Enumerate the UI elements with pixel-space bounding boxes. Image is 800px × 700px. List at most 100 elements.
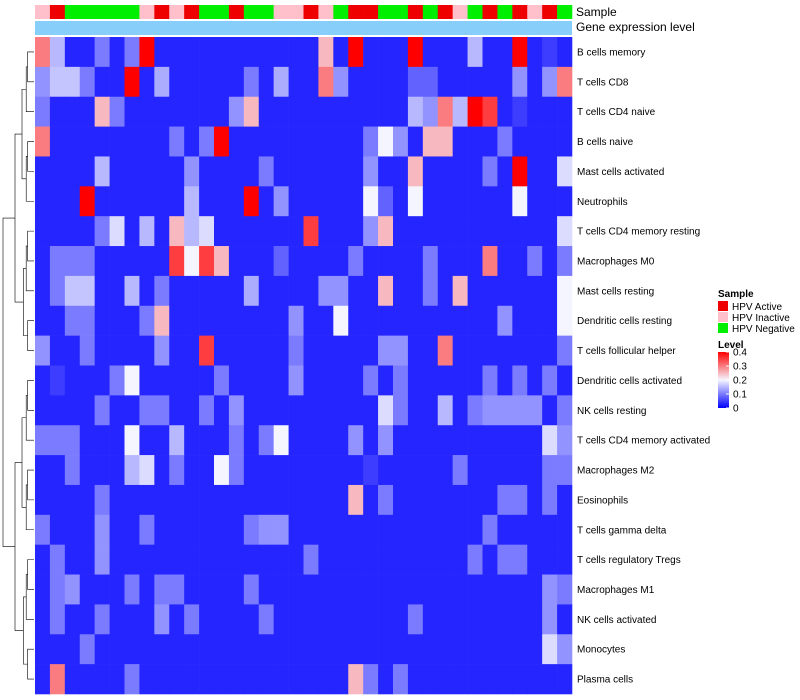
- heatmap-cell: [79, 186, 95, 217]
- heatmap-cell: [467, 126, 483, 157]
- row-label: Neutrophils: [577, 197, 628, 208]
- heatmap-cell: [258, 574, 274, 605]
- heatmap-cell: [79, 275, 95, 307]
- heatmap-cell: [35, 664, 51, 695]
- heatmap-cell: [94, 455, 110, 486]
- heatmap-cell: [512, 305, 528, 336]
- heatmap-cell: [64, 484, 81, 516]
- heatmap-cell: [79, 425, 95, 456]
- heatmap-cell: [497, 634, 513, 665]
- heatmap-cell: [422, 395, 439, 426]
- heatmap-cell: [348, 96, 364, 127]
- heatmap-cell: [109, 604, 125, 635]
- heatmap-cell: [348, 275, 364, 307]
- heatmap-cell: [482, 216, 498, 247]
- heatmap-cell: [214, 305, 230, 336]
- dendrogram-branch: [21, 417, 27, 508]
- heatmap-cell: [273, 96, 289, 127]
- heatmap-cell: [273, 544, 289, 575]
- heatmap-cell: [557, 66, 573, 98]
- heatmap-cell: [288, 484, 304, 516]
- heatmap-cell: [422, 96, 439, 127]
- heatmap-cell: [527, 246, 543, 277]
- dendrogram-branch: [21, 88, 27, 180]
- heatmap-cell: [199, 66, 215, 98]
- heatmap-cell: [79, 365, 95, 396]
- heatmap-cell: [169, 96, 185, 127]
- heatmap-cell: [169, 514, 185, 545]
- heatmap-cell: [124, 455, 140, 486]
- heatmap-cell: [348, 574, 364, 605]
- heatmap-cell: [169, 484, 185, 516]
- heatmap-cell: [497, 484, 513, 516]
- heatmap-cell: [527, 66, 543, 98]
- heatmap-cell: [184, 544, 200, 575]
- heatmap-cell: [288, 156, 304, 187]
- row-label: T cells gamma delta: [577, 525, 667, 536]
- heatmap-cell: [407, 604, 424, 635]
- heatmap-cell: [243, 574, 260, 605]
- heatmap-cell: [407, 96, 424, 127]
- heatmap-cell: [467, 216, 483, 247]
- heatmap-cell: [482, 126, 498, 157]
- heatmap-cell: [497, 455, 513, 486]
- heatmap-cell: [273, 425, 289, 456]
- heatmap-cell: [94, 335, 110, 366]
- heatmap-cell: [154, 305, 170, 336]
- heatmap-cell: [557, 335, 573, 366]
- heatmap-cell: [393, 574, 409, 605]
- dendrogram-branch: [23, 268, 28, 336]
- heatmap-cell: [64, 574, 81, 605]
- heatmap-cell: [348, 335, 364, 366]
- heatmap-cell: [333, 425, 349, 456]
- heatmap-cell: [243, 37, 260, 68]
- heatmap-cell: [139, 365, 155, 396]
- heatmap-cell: [497, 246, 513, 277]
- sample-annotation-cell: [557, 5, 573, 19]
- heatmap-cell: [64, 156, 81, 187]
- heatmap-cell: [124, 574, 140, 605]
- heatmap-cell: [318, 216, 334, 247]
- heatmap-cell: [557, 664, 573, 695]
- heatmap-cell: [348, 156, 364, 187]
- heatmap-cell: [542, 96, 558, 127]
- heatmap-cell: [318, 604, 334, 635]
- heatmap-cell: [363, 365, 379, 396]
- heatmap-cell: [348, 216, 364, 247]
- heatmap-cell: [557, 604, 573, 635]
- heatmap-cell: [288, 66, 304, 98]
- sample-annotation-cell: [378, 5, 394, 19]
- heatmap-cell: [228, 66, 245, 98]
- heatmap-cell: [273, 246, 289, 277]
- heatmap-cell: [318, 425, 334, 456]
- heatmap-cell: [35, 425, 51, 456]
- sample-annotation-cell: [169, 5, 185, 19]
- heatmap-cell: [497, 156, 513, 187]
- heatmap-cell: [124, 514, 140, 545]
- heatmap-cell: [94, 544, 110, 575]
- heatmap-cell: [437, 455, 453, 486]
- heatmap-cell: [497, 395, 513, 426]
- sample-annotation-cell: [79, 5, 95, 19]
- heatmap-cell: [363, 216, 379, 247]
- heatmap-cell: [527, 335, 543, 366]
- heatmap-cell: [124, 186, 140, 217]
- heatmap-cell: [214, 455, 230, 486]
- level-legend-title: Level: [718, 340, 744, 351]
- sample-annotation-cell: [154, 5, 170, 19]
- dendrogram-branch: [27, 51, 34, 83]
- heatmap-cell: [557, 425, 573, 456]
- sample-legend-swatch: [718, 323, 728, 333]
- heatmap-cell: [422, 335, 439, 366]
- heatmap-cell: [303, 246, 319, 277]
- heatmap-cell: [437, 275, 453, 307]
- row-label: Macrophages M1: [577, 585, 655, 596]
- row-label: NK cells resting: [577, 406, 646, 417]
- heatmap-cell: [154, 544, 170, 575]
- heatmap-cell: [303, 484, 319, 516]
- heatmap-cell: [363, 455, 379, 486]
- heatmap-cell: [154, 604, 170, 635]
- heatmap-cell: [363, 604, 379, 635]
- heatmap-cell: [467, 634, 483, 665]
- heatmap-cell: [184, 365, 200, 396]
